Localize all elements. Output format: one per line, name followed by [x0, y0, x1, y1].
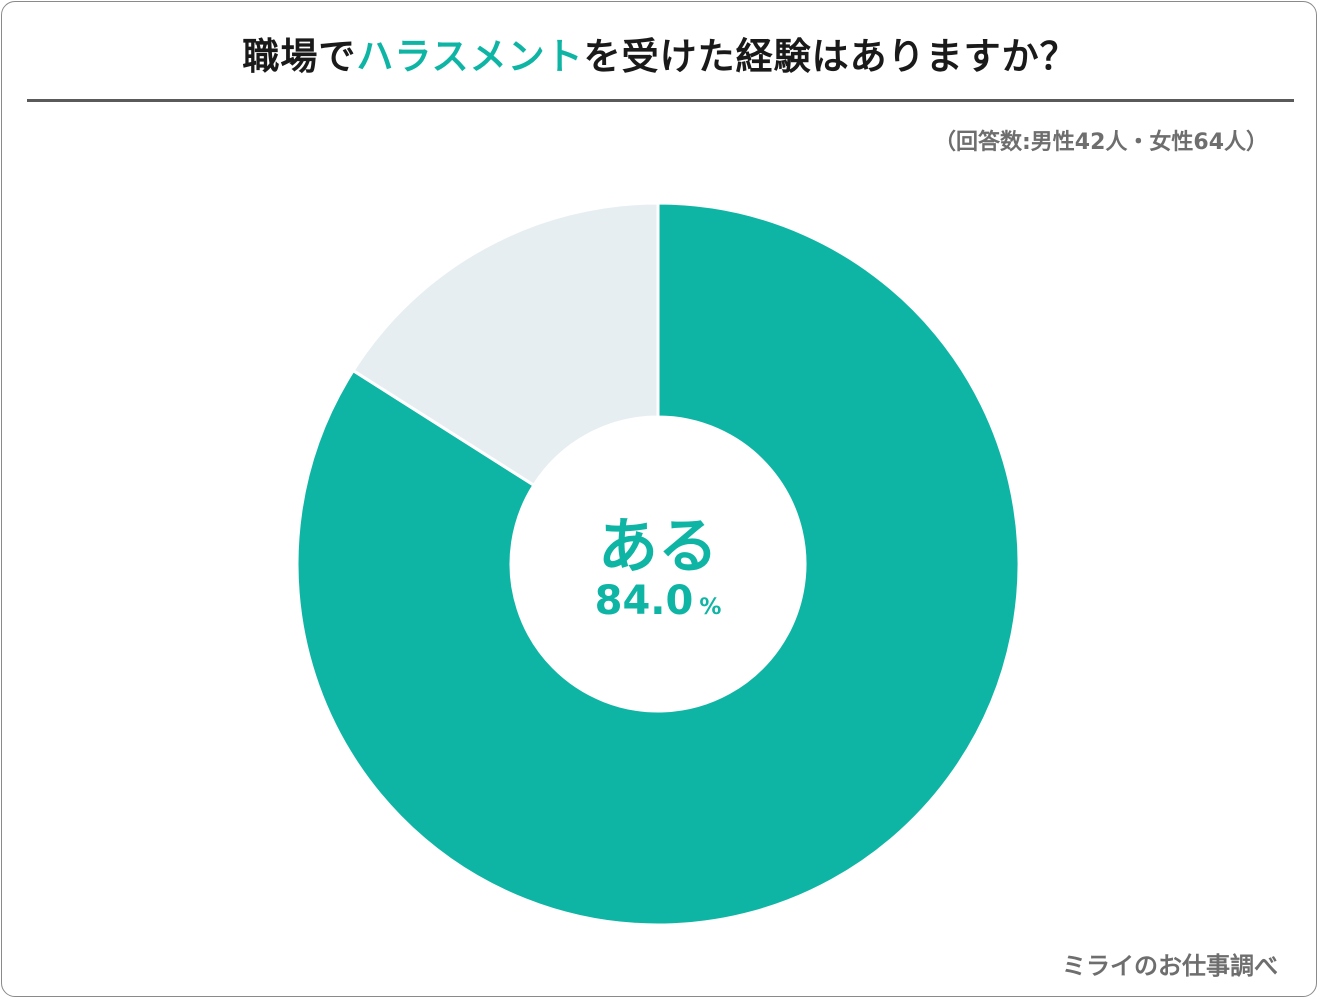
donut-slice-other	[351, 201, 660, 488]
chart-title: 職場でハラスメントを受けた経験はありますか？	[0, 26, 1320, 80]
source-credit: ミライのお仕事調べ	[1062, 952, 1278, 980]
donut-slice-aru	[295, 201, 1021, 927]
center-value-number: 84.0	[594, 578, 694, 624]
title-prefix: 職場で	[242, 35, 357, 78]
center-category-label: ある	[598, 512, 718, 582]
title-divider	[27, 99, 1294, 102]
center-value-unit: %	[699, 595, 722, 620]
title-suffix: を受けた経験はありますか？	[583, 35, 1078, 78]
respondents-note: （回答数:男性42人・女性64人）	[933, 130, 1268, 155]
center-percentage: 84.0%	[518, 578, 798, 624]
title-highlight: ハラスメント	[356, 35, 584, 78]
